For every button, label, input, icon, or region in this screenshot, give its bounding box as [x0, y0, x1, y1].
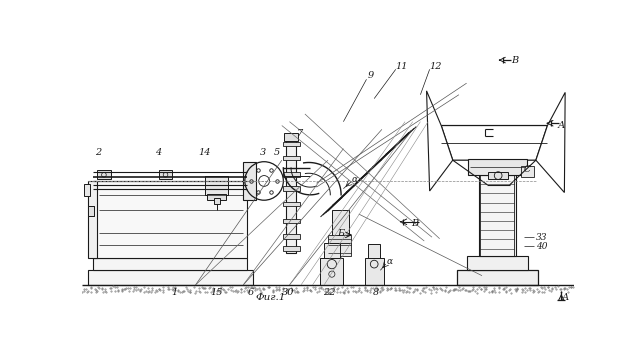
Bar: [328, 235, 351, 243]
Bar: [283, 173, 300, 177]
Bar: [88, 181, 97, 258]
Bar: [283, 246, 300, 251]
Bar: [88, 207, 94, 216]
Bar: [365, 258, 384, 285]
Bar: [283, 142, 300, 146]
Bar: [205, 175, 228, 195]
Text: А: А: [561, 293, 569, 302]
Bar: [520, 166, 534, 177]
Text: С: С: [524, 165, 530, 174]
Bar: [159, 170, 172, 179]
Bar: [93, 181, 247, 258]
Polygon shape: [427, 91, 452, 191]
Bar: [283, 186, 300, 191]
Text: Б: Б: [337, 229, 344, 238]
Text: 3: 3: [259, 148, 266, 157]
Text: 8: 8: [372, 288, 379, 297]
Text: 11: 11: [395, 62, 408, 71]
Bar: [320, 258, 344, 285]
Text: 12: 12: [429, 62, 442, 71]
Bar: [283, 219, 300, 223]
Text: 33: 33: [536, 233, 548, 242]
Bar: [332, 210, 349, 237]
Bar: [479, 175, 516, 256]
Text: 9: 9: [367, 71, 374, 80]
Text: 22: 22: [323, 288, 336, 297]
Polygon shape: [536, 92, 565, 192]
Text: α: α: [387, 257, 393, 266]
Bar: [283, 234, 300, 239]
Text: 15: 15: [210, 288, 223, 297]
Text: 6: 6: [248, 288, 254, 297]
Text: В: В: [511, 55, 518, 65]
Bar: [285, 141, 296, 252]
Bar: [283, 156, 300, 160]
Bar: [84, 184, 90, 196]
Polygon shape: [441, 126, 547, 160]
Text: Фиг.1: Фиг.1: [255, 293, 285, 302]
Text: В: В: [411, 219, 418, 228]
Bar: [214, 198, 220, 204]
Bar: [468, 160, 527, 175]
Bar: [284, 133, 298, 141]
Text: А: А: [557, 121, 565, 130]
Bar: [283, 202, 300, 207]
Bar: [88, 269, 253, 285]
Bar: [88, 207, 94, 216]
Text: 4: 4: [156, 148, 162, 157]
Text: 1: 1: [171, 288, 177, 297]
Bar: [368, 244, 380, 258]
Bar: [467, 256, 528, 269]
Bar: [488, 172, 508, 179]
Bar: [324, 243, 340, 258]
Text: 14: 14: [198, 148, 211, 157]
Bar: [243, 162, 255, 200]
Text: 7: 7: [296, 129, 303, 138]
Text: 40: 40: [536, 242, 548, 251]
Text: 5: 5: [274, 148, 280, 157]
Bar: [207, 194, 225, 200]
Circle shape: [495, 182, 501, 188]
Text: 30: 30: [282, 288, 294, 297]
Bar: [328, 243, 351, 256]
Text: 2: 2: [95, 148, 102, 157]
Bar: [93, 258, 247, 269]
Text: α: α: [352, 175, 358, 184]
Bar: [458, 269, 538, 285]
Bar: [97, 170, 111, 179]
